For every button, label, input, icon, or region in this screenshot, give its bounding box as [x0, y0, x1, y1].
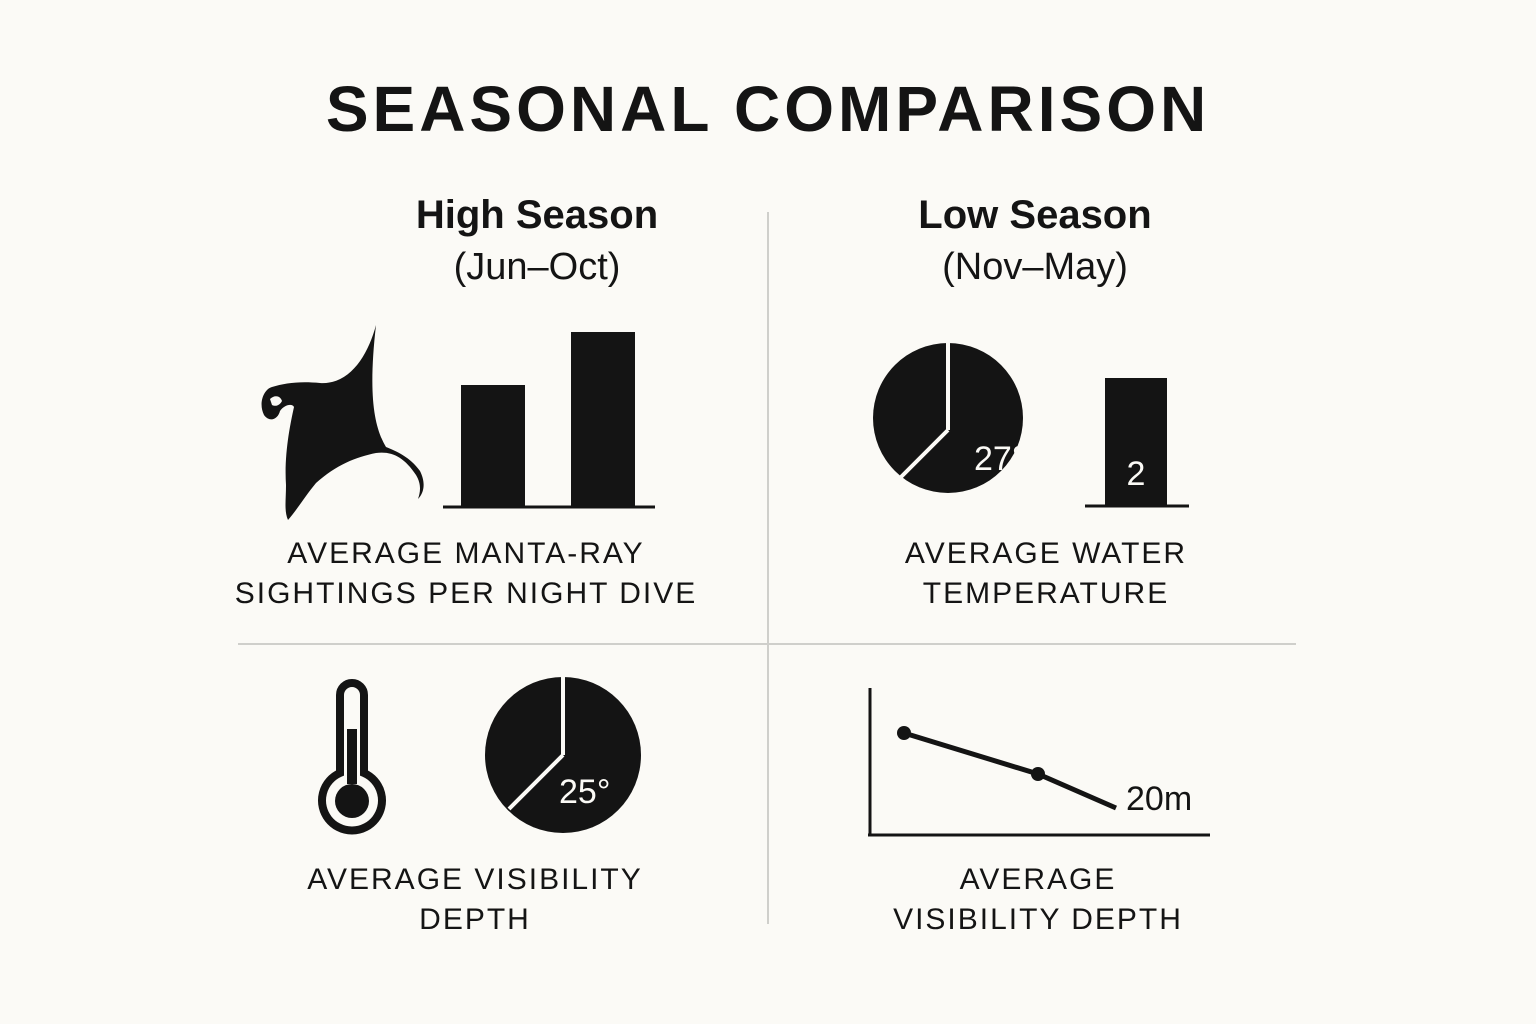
visibility-high-pie: 25° — [485, 677, 641, 833]
line-chart-point-1 — [897, 726, 911, 740]
sightings-bar-1 — [461, 385, 525, 507]
sightings-caption-line2: SIGHTINGS PER NIGHT DIVE — [234, 577, 698, 610]
water-temp-caption-line1: AVERAGE WATER — [904, 537, 1188, 570]
visibility-high-caption-line2: DEPTH — [419, 903, 531, 936]
visibility-low-caption-line2: VISIBILITY DEPTH — [893, 903, 1183, 936]
high-season-title: High Season — [415, 193, 659, 237]
sightings-bar-chart — [443, 332, 655, 509]
visibility-low-line-chart: 20m — [868, 688, 1210, 837]
water-temp-pie: 27° — [873, 343, 1025, 493]
visibility-high-graphic: 25° — [318, 677, 641, 835]
sightings-graphic — [261, 325, 655, 520]
line-chart-series — [903, 730, 1117, 811]
page-title: SEASONAL COMPARISON — [325, 73, 1211, 145]
horizontal-divider — [238, 643, 1296, 645]
low-season-months: (Nov–May) — [942, 246, 1128, 288]
thermometer-icon — [318, 679, 386, 835]
water-temp-bar — [1105, 378, 1167, 506]
sightings-caption: AVERAGE MANTA-RAY SIGHTINGS PER NIGHT DI… — [206, 534, 726, 614]
visibility-high-caption-line1: AVERAGE VISIBILITY — [307, 863, 643, 896]
visibility-high-pie-label: 25° — [559, 773, 610, 811]
sightings-caption-line1: AVERAGE MANTA-RAY — [287, 537, 645, 570]
sightings-bar-2 — [571, 332, 635, 507]
visibility-low-caption: AVERAGE VISIBILITY DEPTH — [778, 860, 1298, 940]
high-season-months: (Jun–Oct) — [453, 246, 621, 288]
vertical-divider — [767, 212, 769, 924]
water-temp-bar-label: 2 — [1127, 455, 1146, 493]
water-temp-caption: AVERAGE WATER TEMPERATURE — [786, 534, 1306, 614]
visibility-high-caption: AVERAGE VISIBILITY DEPTH — [215, 860, 735, 940]
manta-ray-icon — [261, 325, 424, 520]
visibility-low-caption-line1: AVERAGE — [959, 863, 1117, 896]
water-temp-graphic: 27° 2 — [873, 343, 1189, 508]
water-temp-caption-line2: TEMPERATURE — [922, 577, 1170, 610]
water-temp-pie-label: 27° — [974, 440, 1025, 478]
visibility-low-graphic: 20m — [868, 688, 1210, 837]
visibility-low-end-label: 20m — [1126, 780, 1192, 818]
low-season-title: Low Season — [918, 193, 1152, 237]
water-temp-bar-chart: 2 — [1085, 378, 1189, 508]
line-chart-point-2 — [1031, 767, 1045, 781]
